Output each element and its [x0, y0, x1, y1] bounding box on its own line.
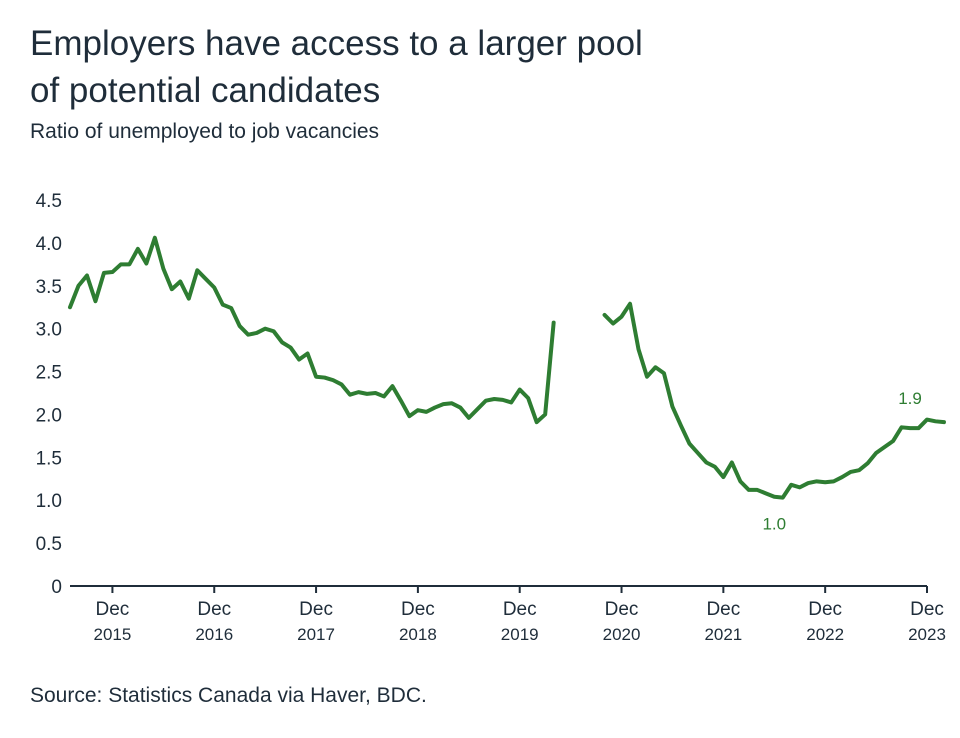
chart-title: Employers have access to a larger pool o…	[30, 20, 930, 114]
data-label: 1.9	[898, 389, 922, 408]
x-tick-label-month: Dec	[605, 599, 639, 620]
x-tick-label-month: Dec	[808, 599, 842, 620]
y-tick-label: 0	[51, 577, 62, 598]
source-note: Source: Statistics Canada via Haver, BDC…	[30, 684, 427, 707]
x-tick-label-year: 2023	[908, 625, 946, 644]
x-tick-label-year: 2018	[399, 625, 437, 644]
x-tick-label-year: 2020	[603, 625, 641, 644]
y-tick-label: 3.0	[36, 320, 62, 341]
y-tick-label: 0.5	[36, 534, 62, 555]
data-annotations: 1.9 1.0	[762, 389, 921, 533]
x-tick-label-month: Dec	[197, 599, 231, 620]
y-tick-label: 2.0	[36, 405, 62, 426]
data-label: 1.0	[762, 515, 786, 534]
x-tick-label-month: Dec	[503, 599, 537, 620]
y-tick-label: 4.5	[36, 191, 62, 212]
y-tick-label: 4.0	[36, 234, 62, 255]
chart-title-line-1: Employers have access to a larger pool	[30, 24, 643, 63]
x-tick-label-month: Dec	[910, 599, 944, 620]
y-tick-label: 1.0	[36, 491, 62, 512]
y-axis-tick-labels: 0 0.5 1.0 1.5 2.0 2.5 3.0 3.5 4.0 4.5	[36, 191, 62, 598]
chart-subtitle: Ratio of unemployed to job vacancies	[30, 120, 380, 143]
x-tick-label-month: Dec	[96, 599, 130, 620]
series-line-segment	[68, 235, 556, 425]
y-tick-label: 2.5	[36, 363, 62, 384]
y-tick-label: 3.5	[36, 277, 62, 298]
chart-title-line-2: of potential candidates	[30, 71, 381, 110]
x-tick-label-month: Dec	[706, 599, 740, 620]
x-tick-label-month: Dec	[299, 599, 333, 620]
x-tick-label-year: 2021	[704, 625, 742, 644]
x-tick-label-year: 2016	[195, 625, 233, 644]
series-line-segment	[602, 301, 946, 500]
x-tick-label-year: 2015	[94, 625, 132, 644]
series-lines	[68, 235, 946, 500]
x-tick-label-year: 2019	[501, 625, 539, 644]
x-tick-label-year: 2022	[806, 625, 844, 644]
y-tick-label: 1.5	[36, 448, 62, 469]
x-axis-ticks: Dec 2015 Dec 2016 Dec 2017 Dec 2018 Dec 2019 Dec 20…	[94, 586, 946, 644]
x-tick-label-month: Dec	[401, 599, 435, 620]
x-tick-label-year: 2017	[297, 625, 335, 644]
